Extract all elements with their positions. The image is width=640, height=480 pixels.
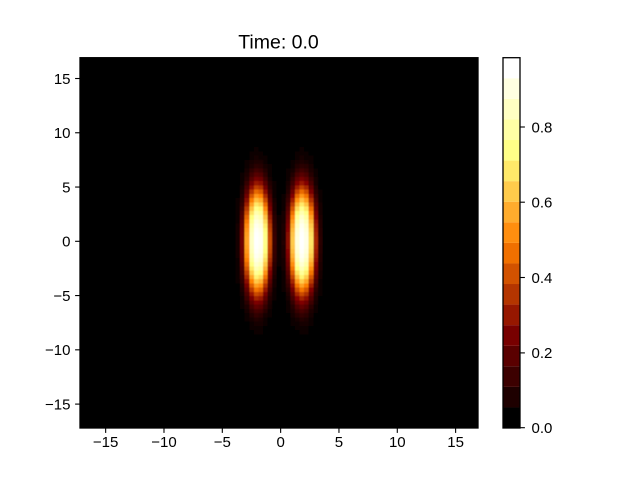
svg-text:−5: −5 xyxy=(214,434,231,451)
svg-text:0.8: 0.8 xyxy=(532,119,553,136)
svg-text:Time: 0.0: Time: 0.0 xyxy=(238,31,319,53)
svg-text:0: 0 xyxy=(62,234,70,251)
svg-text:−15: −15 xyxy=(45,396,70,413)
svg-text:10: 10 xyxy=(389,434,406,451)
svg-text:0.0: 0.0 xyxy=(532,420,553,437)
svg-text:0.6: 0.6 xyxy=(532,195,553,212)
svg-text:10: 10 xyxy=(54,125,71,142)
svg-text:−5: −5 xyxy=(53,288,70,305)
svg-text:5: 5 xyxy=(335,434,343,451)
svg-text:15: 15 xyxy=(447,434,464,451)
svg-text:−15: −15 xyxy=(93,434,118,451)
svg-text:0.2: 0.2 xyxy=(532,345,553,362)
svg-text:0: 0 xyxy=(276,434,284,451)
svg-text:15: 15 xyxy=(54,71,71,88)
svg-text:−10: −10 xyxy=(45,342,70,359)
svg-text:5: 5 xyxy=(62,179,70,196)
svg-text:0.4: 0.4 xyxy=(532,270,553,287)
svg-text:−10: −10 xyxy=(151,434,176,451)
